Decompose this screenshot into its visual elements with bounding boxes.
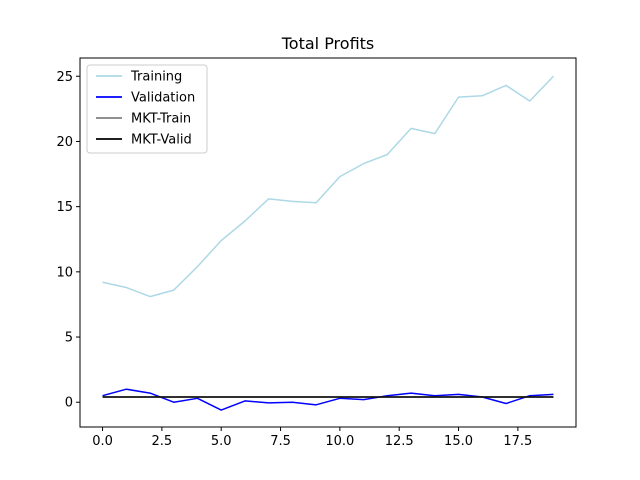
- x-tick-label: 2.5: [152, 434, 173, 449]
- y-tick-label: 15: [56, 200, 73, 215]
- x-axis: 0.0 2.5 5.0 7.5 10.0 12.5 15.0 17.5: [92, 427, 532, 449]
- y-tick-label: 5: [65, 331, 73, 346]
- y-tick-label: 20: [56, 135, 73, 150]
- legend-label: MKT-Train: [131, 112, 191, 127]
- x-tick-label: 12.5: [385, 434, 414, 449]
- y-tick-label: 25: [56, 70, 73, 85]
- series-group: [102, 75, 554, 411]
- x-tick-label: 0.0: [92, 434, 113, 449]
- plot-area: 0.0 2.5 5.0 7.5 10.0 12.5 15.0 17.5 0 5 10 15 20 25: [56, 57, 577, 449]
- legend-box: [86, 64, 208, 154]
- legend-items: Training Validation MKT-Train MKT-Valid: [96, 70, 195, 148]
- x-tick-label: 5.0: [211, 434, 232, 449]
- x-tick-label: 7.5: [270, 434, 291, 449]
- y-axis: 0 5 10 15 20 25: [56, 70, 80, 411]
- series-line-0: [102, 75, 554, 298]
- axes-frame: [79, 57, 577, 428]
- legend-label: Validation: [131, 91, 195, 106]
- y-tick-label: 0: [65, 396, 73, 411]
- legend-label: MKT-Valid: [131, 133, 192, 148]
- legend-label: Training: [130, 70, 182, 85]
- legend: Training Validation MKT-Train MKT-Valid: [86, 64, 208, 154]
- chart-title: Total Profits: [281, 34, 375, 53]
- y-tick-label: 10: [56, 265, 73, 280]
- x-tick-label: 17.5: [503, 434, 532, 449]
- x-tick-label: 15.0: [444, 434, 473, 449]
- x-tick-label: 10.0: [325, 434, 354, 449]
